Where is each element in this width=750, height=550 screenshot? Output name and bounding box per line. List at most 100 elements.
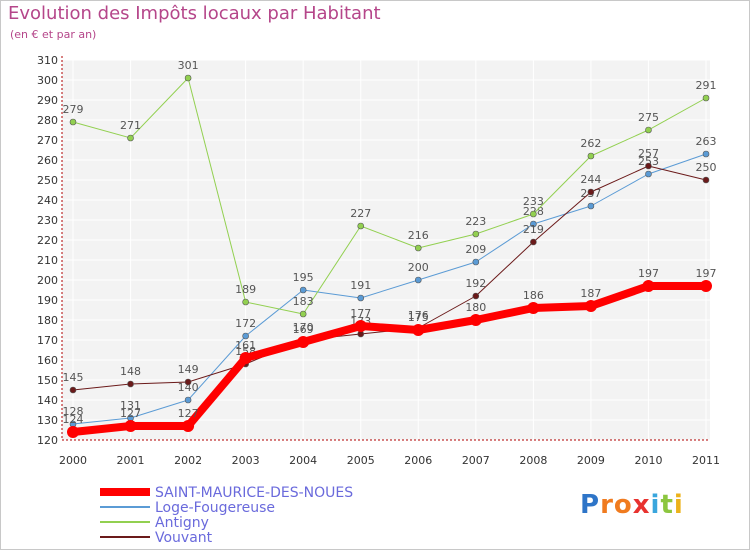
- data-point: [414, 244, 422, 252]
- logo-letter: o: [613, 490, 633, 520]
- chart-subtitle: (en € et par an): [10, 28, 97, 41]
- data-point: [357, 222, 365, 230]
- y-tick-label: 270: [37, 134, 58, 147]
- data-label: 176: [408, 309, 429, 322]
- data-point: [587, 202, 595, 210]
- y-tick-label: 190: [37, 294, 58, 307]
- y-tick-label: 170: [37, 334, 58, 347]
- data-point: [645, 126, 652, 134]
- data-point: [184, 396, 192, 404]
- data-point: [299, 310, 307, 318]
- data-label: 186: [523, 289, 544, 302]
- x-tick-label: 2006: [404, 454, 432, 467]
- data-point: [700, 280, 712, 292]
- data-point: [414, 276, 422, 284]
- x-tick-label: 2005: [347, 454, 375, 467]
- logo-letter: x: [632, 490, 651, 520]
- series-line-saint-maurice-des-noues: [72, 282, 706, 436]
- data-label: 219: [523, 223, 544, 236]
- plot-area: [62, 60, 710, 440]
- data-point: [242, 298, 249, 306]
- data-label: 271: [120, 119, 141, 132]
- legend-label: Vouvant: [155, 530, 213, 546]
- data-point: [587, 188, 595, 196]
- series-line-loge-fougereuse: [72, 153, 707, 425]
- data-point: [127, 380, 134, 388]
- data-label: 262: [580, 137, 601, 150]
- y-tick-label: 310: [37, 54, 58, 67]
- x-tick-label: 2003: [232, 454, 260, 467]
- data-point: [469, 314, 482, 326]
- y-tick-label: 290: [37, 94, 58, 107]
- data-label: 127: [120, 407, 141, 420]
- x-tick-label: 2011: [692, 454, 720, 467]
- x-tick-label: 2000: [59, 454, 87, 467]
- data-label: 187: [580, 287, 601, 300]
- data-label: 200: [408, 261, 429, 274]
- data-label: 227: [350, 207, 371, 220]
- data-point: [530, 210, 537, 218]
- data-label: 291: [696, 79, 717, 92]
- logo-letter: P: [580, 490, 601, 520]
- data-label: 244: [580, 173, 601, 186]
- data-point: [702, 150, 710, 158]
- data-point: [299, 286, 307, 294]
- data-label: 161: [235, 339, 256, 352]
- data-point: [297, 336, 310, 348]
- y-tick-label: 230: [37, 214, 58, 227]
- data-label: 128: [63, 405, 84, 418]
- y-tick-label: 240: [37, 194, 58, 207]
- data-point: [645, 170, 652, 178]
- data-point: [69, 118, 77, 126]
- y-tick-label: 200: [37, 274, 58, 287]
- data-label: 149: [178, 363, 199, 376]
- legend-label: Loge-Fougereuse: [155, 500, 275, 516]
- data-label: 192: [465, 277, 486, 290]
- data-label: 175: [408, 311, 429, 324]
- data-point: [124, 420, 137, 432]
- chart-title: Evolution des Impôts locaux par Habitant: [8, 3, 381, 24]
- y-tick-label: 160: [37, 354, 58, 367]
- legend-label: Antigny: [155, 515, 209, 531]
- data-label: 216: [408, 229, 429, 242]
- data-point: [642, 280, 655, 292]
- y-tick-label: 220: [37, 234, 58, 247]
- data-point: [67, 426, 79, 438]
- y-tick-label: 140: [37, 394, 58, 407]
- data-label: 195: [293, 271, 314, 284]
- data-label: 145: [63, 371, 84, 384]
- data-point: [242, 332, 249, 340]
- data-point: [472, 292, 480, 300]
- data-label: 250: [696, 161, 717, 174]
- y-tick-label: 210: [37, 254, 58, 267]
- data-label: 263: [696, 135, 717, 148]
- x-tick-label: 2007: [462, 454, 490, 467]
- logo-letter: r: [600, 490, 614, 520]
- data-label: 180: [465, 301, 486, 314]
- y-tick-label: 150: [37, 374, 58, 387]
- data-label: 223: [465, 215, 486, 228]
- data-label: 257: [638, 147, 659, 160]
- data-label: 177: [350, 307, 371, 320]
- data-label: 301: [178, 59, 199, 72]
- proxiti-logo: Proxiti: [580, 490, 684, 520]
- x-tick-label: 2008: [519, 454, 547, 467]
- data-point: [357, 294, 365, 302]
- y-tick-label: 280: [37, 114, 58, 127]
- x-tick-label: 2010: [634, 454, 662, 467]
- data-label: 148: [120, 365, 141, 378]
- data-point: [530, 220, 537, 228]
- data-point: [587, 152, 595, 160]
- data-label: 172: [235, 317, 256, 330]
- data-point: [472, 230, 480, 238]
- data-label: 124: [63, 413, 84, 426]
- data-point: [472, 258, 480, 266]
- x-tick-label: 2004: [289, 454, 317, 467]
- y-tick-label: 300: [37, 74, 58, 87]
- legend-label: SAINT-MAURICE-DES-NOUES: [155, 485, 353, 501]
- data-point: [184, 378, 192, 386]
- data-point: [239, 352, 252, 364]
- data-label: 140: [178, 381, 199, 394]
- y-tick-label: 250: [37, 174, 58, 187]
